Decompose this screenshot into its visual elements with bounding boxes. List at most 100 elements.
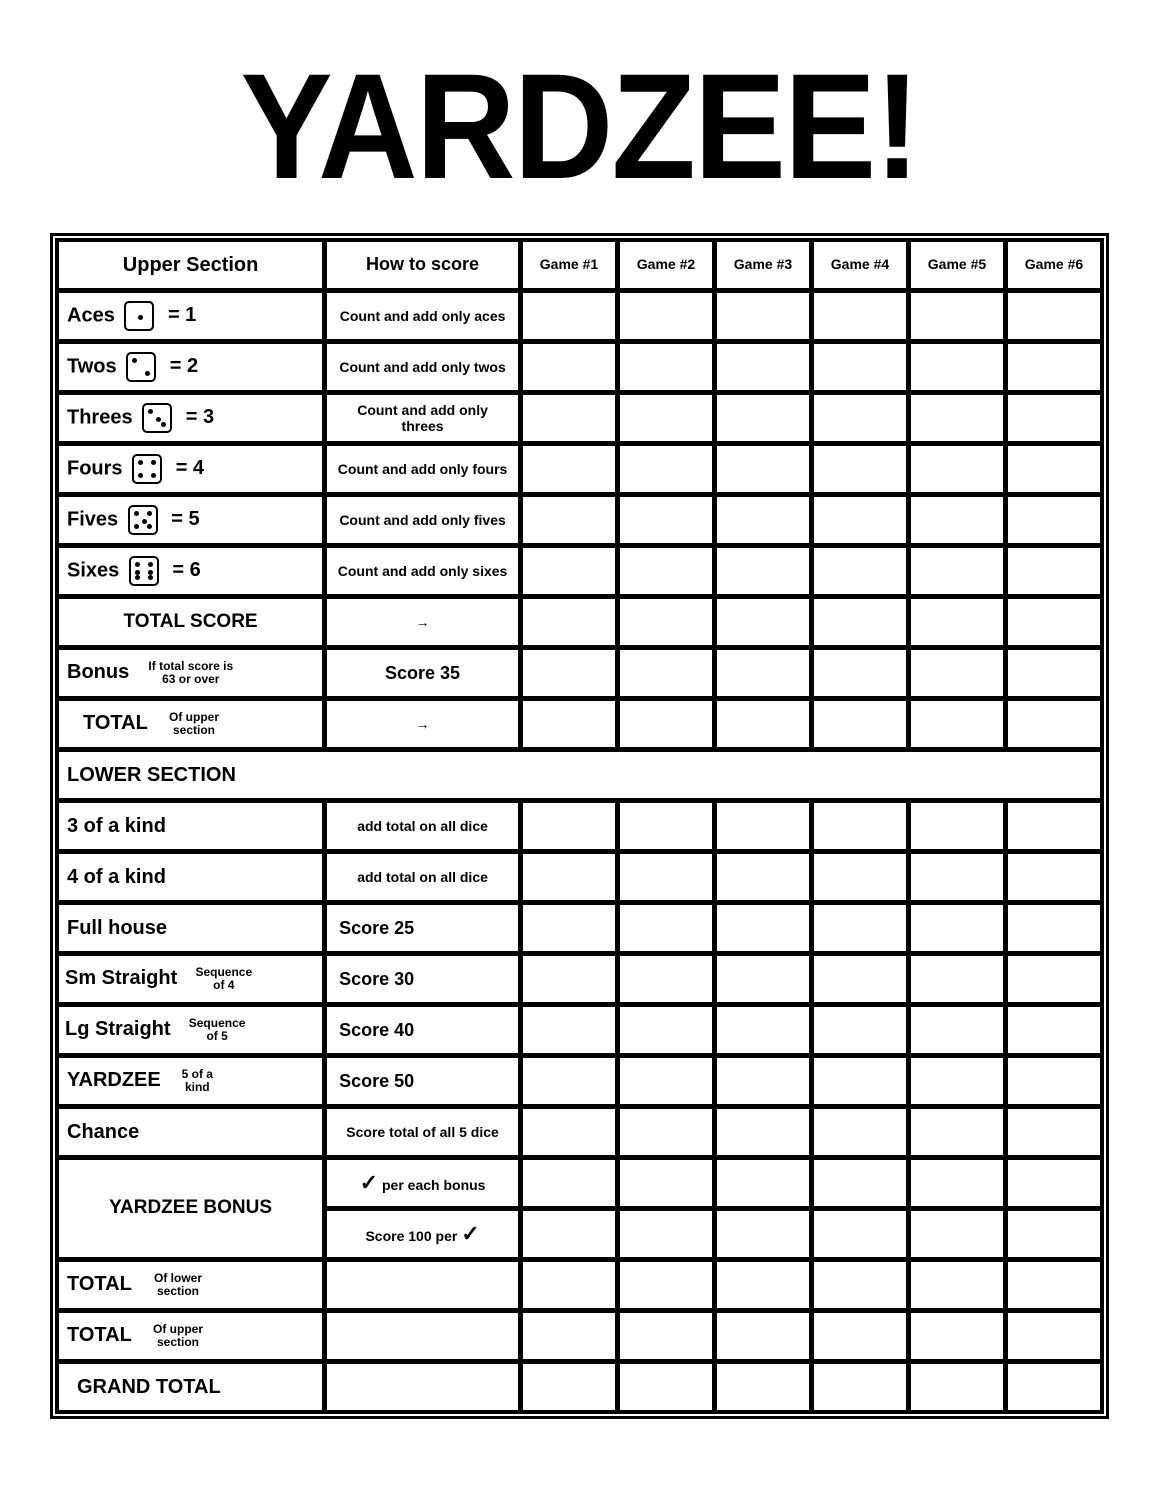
cell[interactable] (619, 445, 713, 493)
cell[interactable] (1007, 1159, 1101, 1207)
cell[interactable] (522, 853, 616, 901)
cell[interactable] (910, 547, 1004, 595)
cell[interactable] (813, 1312, 907, 1360)
cell[interactable] (910, 1006, 1004, 1054)
cell[interactable] (1007, 598, 1101, 646)
cell[interactable] (1007, 1312, 1101, 1360)
cell[interactable] (1007, 1363, 1101, 1411)
cell[interactable] (619, 598, 713, 646)
cell[interactable] (522, 598, 616, 646)
cell[interactable] (910, 802, 1004, 850)
cell[interactable] (619, 1006, 713, 1054)
cell[interactable] (619, 1210, 713, 1258)
cell[interactable] (910, 904, 1004, 952)
cell[interactable] (1007, 802, 1101, 850)
cell[interactable] (522, 292, 616, 340)
cell[interactable] (910, 496, 1004, 544)
cell[interactable] (619, 700, 713, 748)
cell[interactable] (716, 649, 810, 697)
cell[interactable] (1007, 700, 1101, 748)
cell[interactable] (910, 445, 1004, 493)
cell[interactable] (716, 292, 810, 340)
cell[interactable] (813, 547, 907, 595)
cell[interactable] (522, 394, 616, 442)
cell[interactable] (813, 1057, 907, 1105)
cell[interactable] (619, 955, 713, 1003)
cell[interactable] (619, 1057, 713, 1105)
cell[interactable] (813, 802, 907, 850)
cell[interactable] (716, 1057, 810, 1105)
cell[interactable] (910, 1210, 1004, 1258)
cell[interactable] (1007, 1210, 1101, 1258)
cell[interactable] (1007, 955, 1101, 1003)
cell[interactable] (619, 802, 713, 850)
cell[interactable] (910, 1261, 1004, 1309)
cell[interactable] (813, 292, 907, 340)
cell[interactable] (813, 343, 907, 391)
cell[interactable] (910, 598, 1004, 646)
cell[interactable] (716, 496, 810, 544)
cell[interactable] (1007, 853, 1101, 901)
cell[interactable] (1007, 496, 1101, 544)
cell[interactable] (619, 547, 713, 595)
cell[interactable] (716, 445, 810, 493)
cell[interactable] (326, 1363, 519, 1411)
cell[interactable] (813, 445, 907, 493)
cell[interactable] (813, 700, 907, 748)
cell[interactable] (326, 1261, 519, 1309)
cell[interactable] (522, 904, 616, 952)
cell[interactable] (1007, 1006, 1101, 1054)
cell[interactable] (1007, 394, 1101, 442)
cell[interactable] (910, 955, 1004, 1003)
cell[interactable] (910, 343, 1004, 391)
cell[interactable] (619, 1261, 713, 1309)
cell[interactable] (1007, 343, 1101, 391)
cell[interactable] (813, 649, 907, 697)
cell[interactable] (910, 1108, 1004, 1156)
cell[interactable] (619, 1312, 713, 1360)
cell[interactable] (522, 1261, 616, 1309)
cell[interactable] (716, 394, 810, 442)
cell[interactable] (813, 1108, 907, 1156)
cell[interactable] (1007, 1261, 1101, 1309)
cell[interactable] (910, 292, 1004, 340)
cell[interactable] (813, 955, 907, 1003)
cell[interactable] (619, 904, 713, 952)
cell[interactable] (522, 700, 616, 748)
cell[interactable] (522, 1312, 616, 1360)
cell[interactable] (716, 700, 810, 748)
cell[interactable] (910, 1363, 1004, 1411)
cell[interactable] (813, 853, 907, 901)
cell[interactable] (522, 445, 616, 493)
cell[interactable] (813, 1006, 907, 1054)
cell[interactable] (813, 394, 907, 442)
cell[interactable] (910, 649, 1004, 697)
cell[interactable] (813, 1363, 907, 1411)
cell[interactable] (813, 496, 907, 544)
cell[interactable] (1007, 292, 1101, 340)
cell[interactable] (326, 1312, 519, 1360)
cell[interactable] (522, 1108, 616, 1156)
cell[interactable] (813, 1261, 907, 1309)
cell[interactable] (813, 904, 907, 952)
cell[interactable] (522, 496, 616, 544)
cell[interactable] (716, 547, 810, 595)
cell[interactable] (910, 1159, 1004, 1207)
cell[interactable] (716, 1159, 810, 1207)
cell[interactable] (522, 343, 616, 391)
cell[interactable] (910, 1312, 1004, 1360)
cell[interactable] (1007, 649, 1101, 697)
cell[interactable] (910, 700, 1004, 748)
cell[interactable] (619, 1159, 713, 1207)
cell[interactable] (813, 1159, 907, 1207)
cell[interactable] (1007, 904, 1101, 952)
cell[interactable] (619, 394, 713, 442)
cell[interactable] (619, 853, 713, 901)
cell[interactable] (1007, 1057, 1101, 1105)
cell[interactable] (619, 343, 713, 391)
cell[interactable] (716, 1210, 810, 1258)
cell[interactable] (716, 343, 810, 391)
cell[interactable] (522, 802, 616, 850)
cell[interactable] (1007, 445, 1101, 493)
cell[interactable] (716, 955, 810, 1003)
